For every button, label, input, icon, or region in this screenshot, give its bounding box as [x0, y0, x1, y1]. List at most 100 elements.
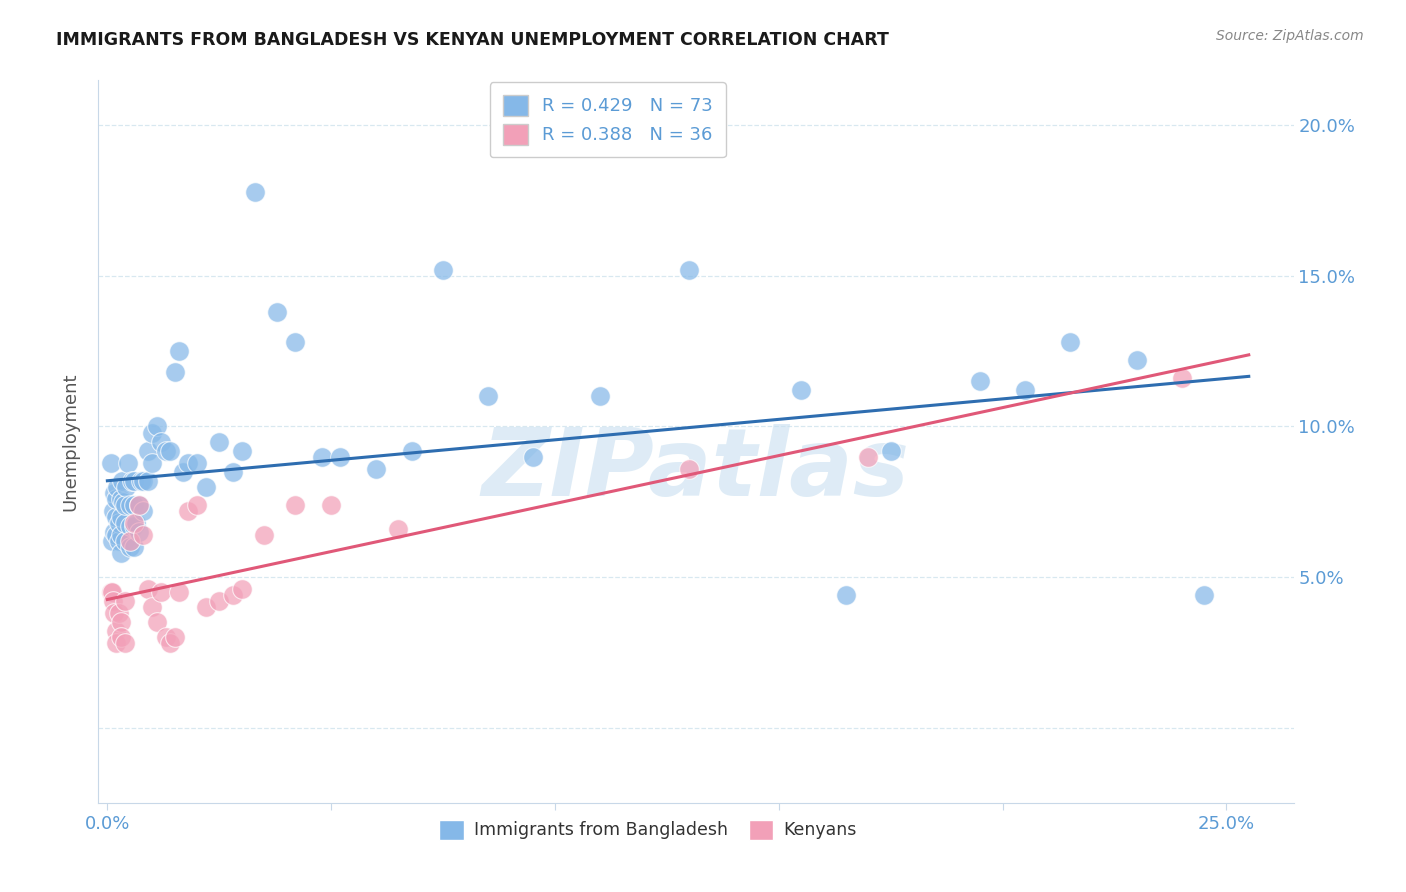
- Point: [110, 630, 132, 644]
- Point: [150, 585, 173, 599]
- Point: [101, 585, 124, 599]
- Point: [100, 456, 122, 470]
- Point: [835, 588, 858, 602]
- Point: [105, 636, 128, 650]
- Point: [163, 365, 186, 379]
- Point: [1059, 335, 1081, 350]
- Point: [167, 344, 190, 359]
- Point: [678, 461, 700, 475]
- Point: [101, 533, 124, 548]
- Point: [522, 450, 544, 464]
- Point: [879, 443, 901, 458]
- Point: [589, 389, 612, 403]
- Text: ZIPatlas: ZIPatlas: [482, 425, 910, 516]
- Point: [150, 434, 173, 449]
- Point: [194, 600, 217, 615]
- Y-axis label: Unemployment: Unemployment: [62, 372, 80, 511]
- Point: [121, 474, 143, 488]
- Point: [177, 456, 200, 470]
- Point: [177, 504, 200, 518]
- Point: [136, 443, 159, 458]
- Point: [284, 498, 307, 512]
- Point: [105, 624, 128, 639]
- Point: [222, 588, 245, 602]
- Point: [266, 305, 288, 319]
- Point: [136, 474, 159, 488]
- Point: [112, 494, 135, 508]
- Point: [969, 374, 991, 388]
- Point: [107, 516, 129, 530]
- Point: [231, 443, 253, 458]
- Point: [159, 443, 181, 458]
- Point: [118, 518, 141, 533]
- Point: [114, 636, 136, 650]
- Point: [105, 528, 128, 542]
- Point: [432, 263, 454, 277]
- Point: [208, 594, 231, 608]
- Legend: Immigrants from Bangladesh, Kenyans: Immigrants from Bangladesh, Kenyans: [430, 811, 866, 848]
- Point: [401, 443, 423, 458]
- Point: [1192, 588, 1215, 602]
- Point: [231, 582, 253, 596]
- Point: [122, 498, 145, 512]
- Point: [114, 498, 136, 512]
- Point: [858, 450, 880, 464]
- Point: [167, 585, 190, 599]
- Point: [186, 456, 208, 470]
- Point: [141, 600, 163, 615]
- Point: [128, 498, 150, 512]
- Point: [117, 456, 139, 470]
- Text: Source: ZipAtlas.com: Source: ZipAtlas.com: [1216, 29, 1364, 43]
- Point: [103, 485, 125, 500]
- Point: [186, 498, 208, 512]
- Point: [208, 434, 231, 449]
- Point: [141, 456, 163, 470]
- Point: [114, 516, 136, 530]
- Point: [110, 546, 132, 560]
- Point: [128, 498, 150, 512]
- Point: [118, 533, 141, 548]
- Point: [114, 533, 136, 548]
- Point: [128, 524, 150, 539]
- Point: [132, 504, 155, 518]
- Point: [115, 480, 138, 494]
- Point: [1014, 384, 1036, 398]
- Point: [103, 524, 125, 539]
- Point: [103, 606, 125, 620]
- Point: [101, 594, 124, 608]
- Point: [222, 465, 245, 479]
- Point: [100, 585, 122, 599]
- Point: [105, 509, 128, 524]
- Point: [163, 630, 186, 644]
- Point: [172, 465, 194, 479]
- Point: [107, 606, 129, 620]
- Point: [107, 533, 129, 548]
- Point: [329, 450, 352, 464]
- Point: [118, 540, 141, 554]
- Point: [159, 636, 181, 650]
- Point: [141, 425, 163, 440]
- Text: IMMIGRANTS FROM BANGLADESH VS KENYAN UNEMPLOYMENT CORRELATION CHART: IMMIGRANTS FROM BANGLADESH VS KENYAN UNE…: [56, 31, 889, 49]
- Point: [110, 491, 132, 506]
- Point: [129, 474, 152, 488]
- Point: [194, 480, 217, 494]
- Point: [122, 516, 145, 530]
- Point: [110, 509, 132, 524]
- Point: [311, 450, 333, 464]
- Point: [105, 491, 128, 506]
- Point: [110, 528, 132, 542]
- Point: [155, 630, 177, 644]
- Point: [155, 443, 177, 458]
- Point: [122, 474, 145, 488]
- Point: [118, 498, 141, 512]
- Point: [132, 528, 155, 542]
- Point: [114, 594, 136, 608]
- Point: [1170, 371, 1192, 385]
- Point: [132, 474, 155, 488]
- Point: [145, 615, 167, 630]
- Point: [387, 522, 409, 536]
- Point: [284, 335, 307, 350]
- Point: [111, 474, 134, 488]
- Point: [678, 263, 700, 277]
- Point: [105, 480, 128, 494]
